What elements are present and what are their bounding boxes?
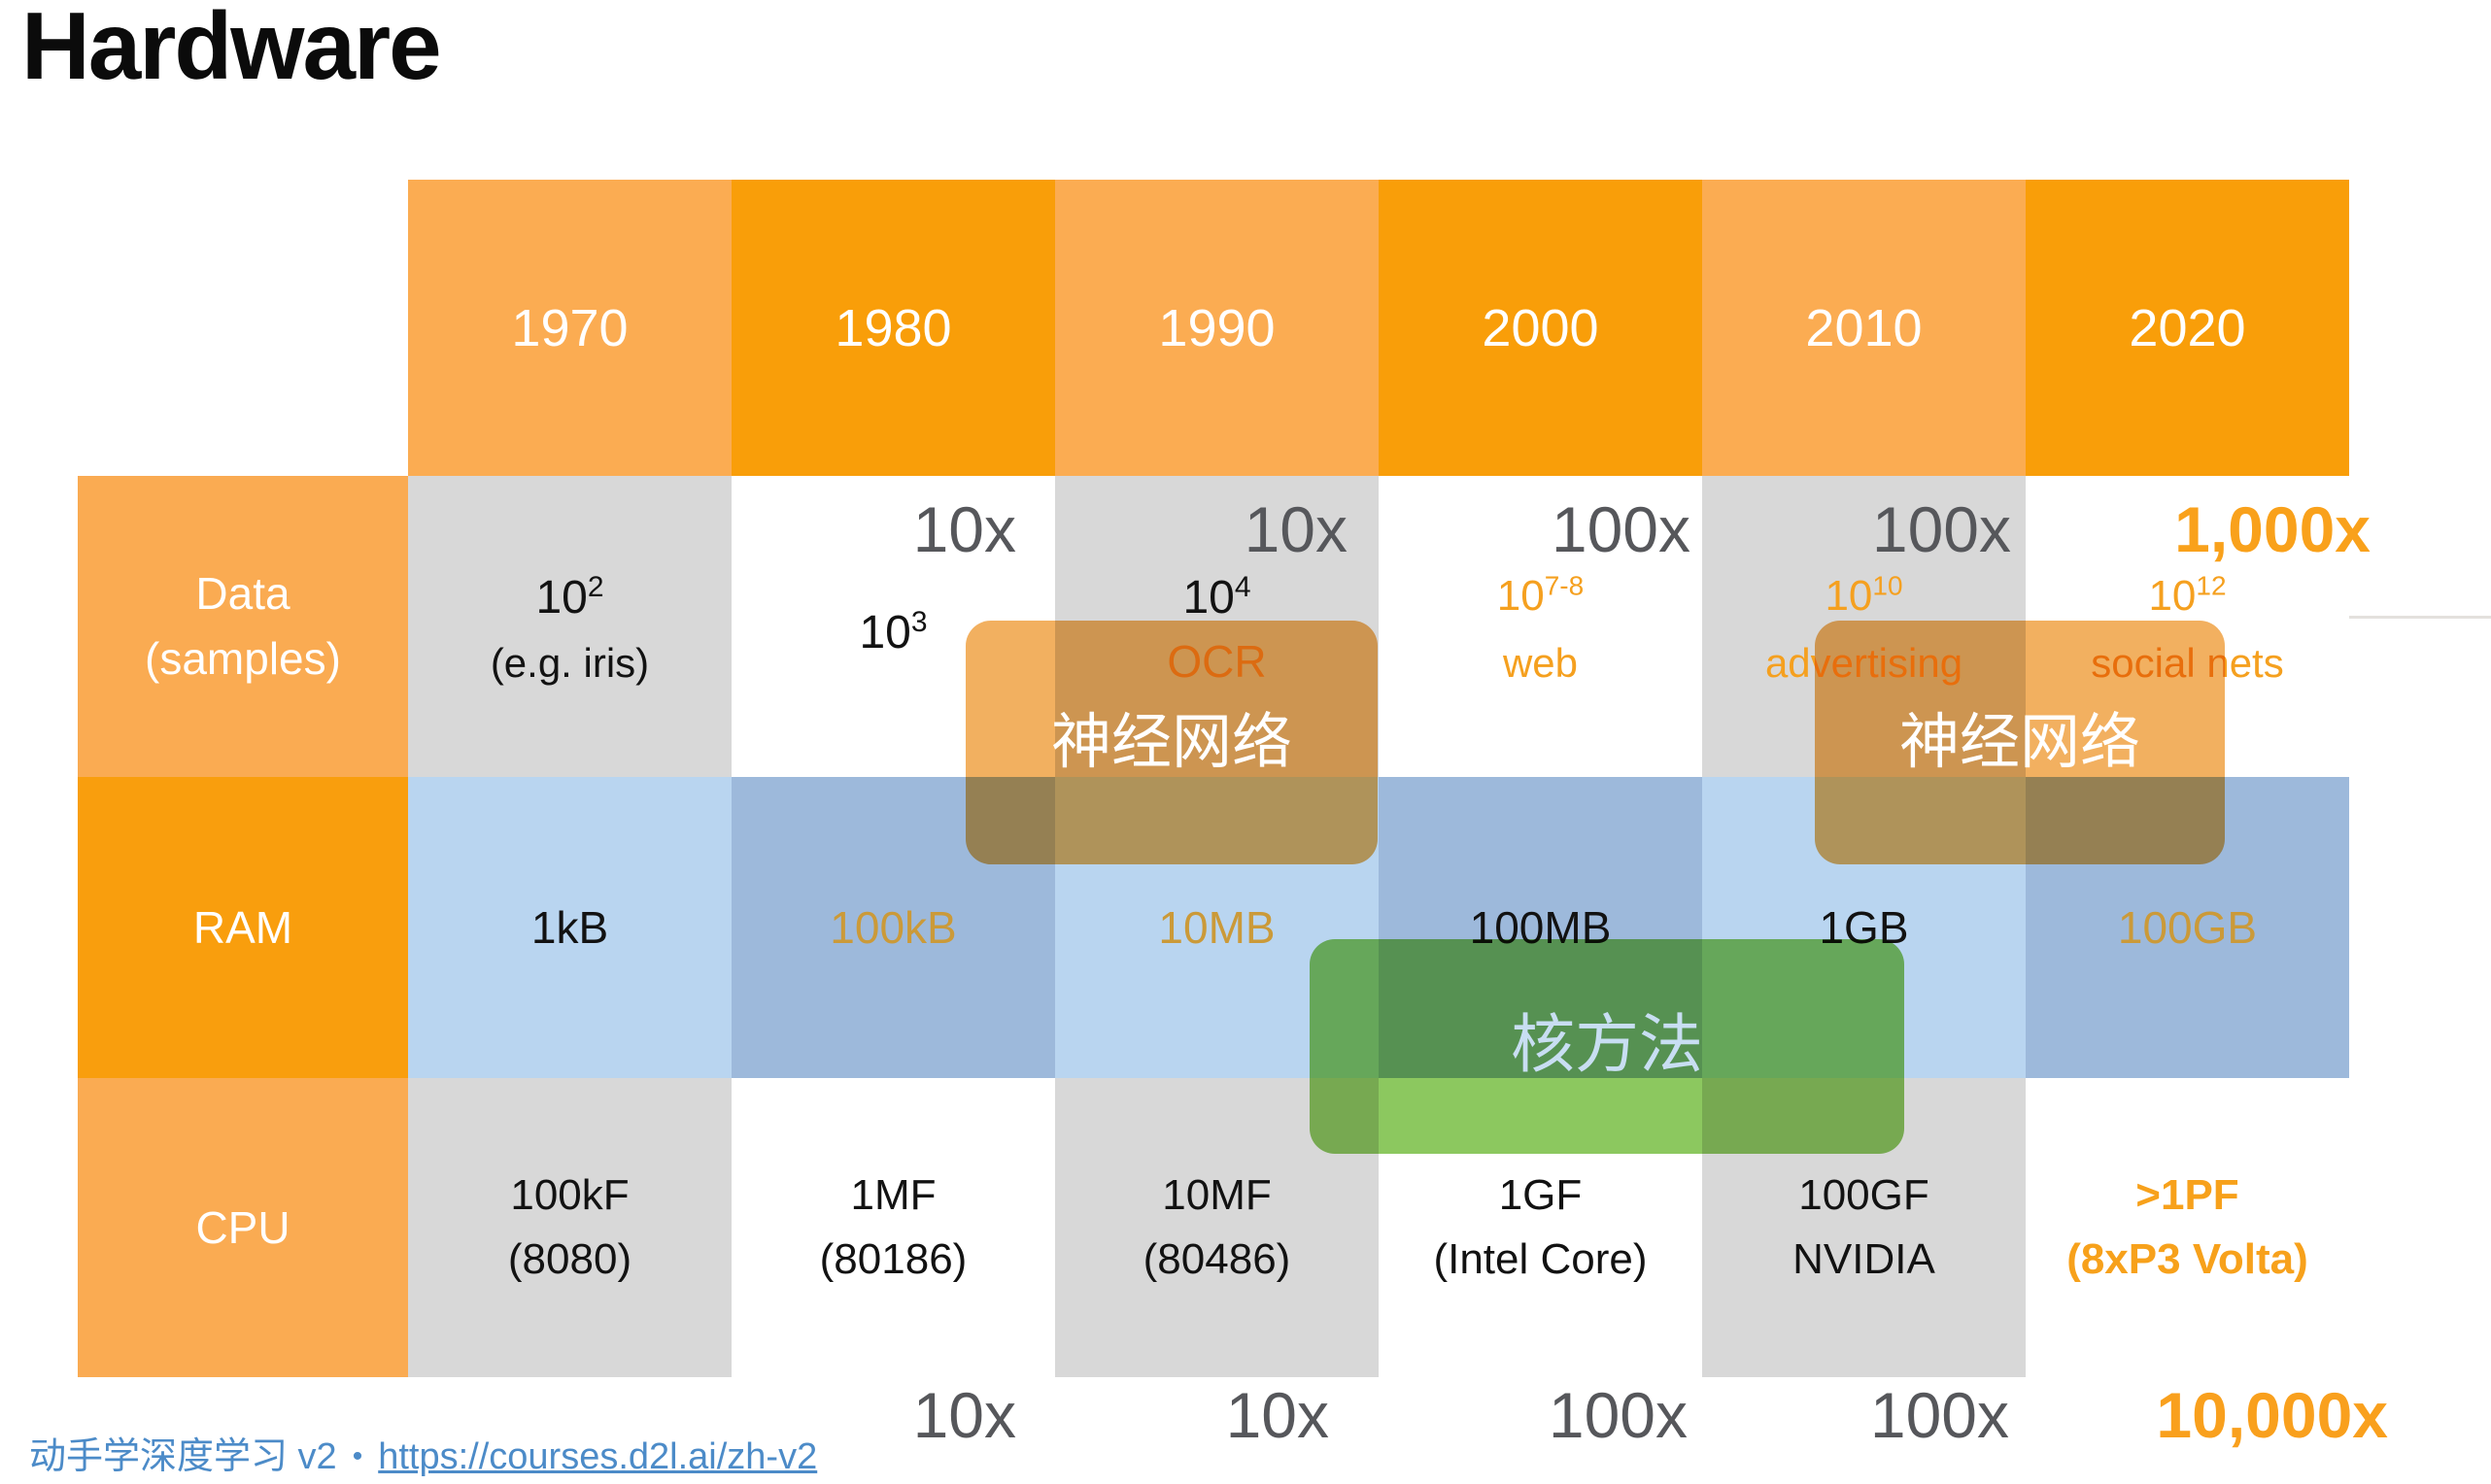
cpu-multiplier-1980: 10x <box>912 1379 1016 1451</box>
video-artifact-line <box>2349 616 2491 619</box>
year-label: 2000 <box>1482 298 1599 357</box>
data-cell-2000 <box>1379 476 1702 777</box>
header-cell-1980: 1980 <box>732 180 1055 476</box>
data-multiplier-2020: 1,000x <box>2174 493 2371 565</box>
neural-network-label-1: 神经网络 <box>1050 709 1292 776</box>
year-label: 1980 <box>835 298 952 357</box>
data-multiplier-1980: 10x <box>912 493 1016 565</box>
row-label-ram: RAM <box>78 777 408 1078</box>
data-multiplier-2010: 100x <box>1871 493 2011 565</box>
neural-network-label-2: 神经网络 <box>1898 709 2140 776</box>
cpu-cell-1970: 100kF (8080) <box>408 1078 732 1377</box>
header-cell-2010: 2010 <box>1702 180 2026 476</box>
data-cell-1970 <box>408 476 732 777</box>
row-label-data: Data (samples) <box>78 476 408 777</box>
footer-course-link[interactable]: https://courses.d2l.ai/zh-v2 <box>378 1436 818 1477</box>
cpu-cell-2020: >1PF (8xP3 Volta) <box>2026 1078 2349 1377</box>
data-value-1980: 103 <box>859 606 928 658</box>
kernel-method-overlay-box <box>1310 939 1904 1154</box>
kernel-method-label: 核方法 <box>1511 1008 1703 1080</box>
neural-network-overlay-box-1 <box>966 621 1378 864</box>
footer-course-title: 动手学深度学习 v2 <box>29 1436 337 1477</box>
data-multiplier-1990: 10x <box>1244 493 1348 565</box>
data-value-2020: 1012 <box>2148 570 2227 620</box>
row-label-data-line1: Data <box>195 568 290 620</box>
cpu-multiplier-2010: 100x <box>1869 1379 2009 1451</box>
data-value-2010: 1010 <box>1825 570 1903 620</box>
year-label: 1990 <box>1158 298 1276 357</box>
header-cell-1990: 1990 <box>1055 180 1379 476</box>
footer-separator: • <box>352 1440 363 1472</box>
data-value-2000: 107-8 <box>1496 570 1585 620</box>
footer: 动手学深度学习 v2 • https://courses.d2l.ai/zh-v2 <box>29 1426 817 1479</box>
row-label-cpu: CPU <box>78 1078 408 1377</box>
cpu-cell-1980: 1MF (80186) <box>732 1078 1055 1377</box>
data-multiplier-2000: 100x <box>1551 493 1690 565</box>
header-cell-2020: 2020 <box>2026 180 2349 476</box>
data-note-2000: web <box>1502 640 1579 686</box>
year-label: 1970 <box>511 298 629 357</box>
data-value-1970: 102 <box>535 571 604 624</box>
year-label: 2020 <box>2129 298 2246 357</box>
data-value-1990: 104 <box>1182 571 1251 624</box>
year-label: 2010 <box>1805 298 1923 357</box>
ram-cell-1970: 1kB <box>408 777 732 1078</box>
header-cell-1970: 1970 <box>408 180 732 476</box>
header-cell-2000: 2000 <box>1379 180 1702 476</box>
cpu-multiplier-1990: 10x <box>1225 1379 1329 1451</box>
cpu-multiplier-2020: 10,000x <box>2156 1379 2388 1451</box>
neural-network-overlay-box-2 <box>1815 621 2225 864</box>
page-title: Hardware <box>21 0 442 99</box>
cpu-multiplier-2000: 100x <box>1548 1379 1688 1451</box>
row-label-data-line2: (samples) <box>145 633 341 684</box>
data-note-1970: (e.g. iris) <box>490 640 650 686</box>
